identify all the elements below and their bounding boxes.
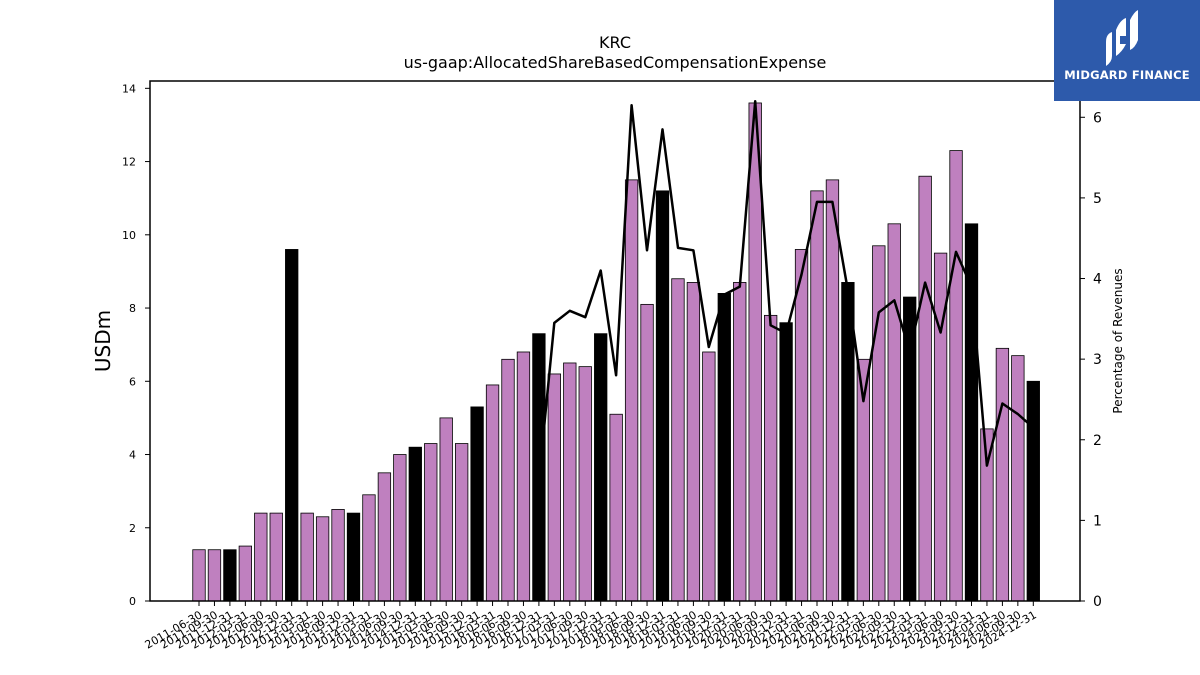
bar-2020-03-31	[733, 282, 747, 602]
bar-2020-09-30	[764, 314, 778, 602]
bar-2018-03-31	[609, 413, 623, 602]
percentage-line	[537, 99, 1035, 481]
bar-2015-09-30	[454, 443, 469, 602]
bar-2015-03-31	[424, 443, 438, 602]
bar-2014-09-30	[393, 454, 407, 602]
bar-2023-03-31	[918, 175, 932, 602]
bar-2012-09-30	[269, 512, 283, 602]
y-tick-label: 10	[122, 229, 136, 242]
bar-2012-12-31	[285, 249, 299, 602]
bar-2021-09-30	[825, 179, 840, 602]
bar-2012-03-31	[238, 545, 253, 602]
y-tick-label: 12	[122, 156, 136, 169]
bar-series	[192, 102, 1040, 602]
bar-2017-09-30	[578, 366, 592, 602]
bar-2017-12-31	[594, 333, 608, 602]
y-tick-label: 4	[129, 449, 136, 462]
bar-2019-12-31	[717, 292, 731, 602]
y2-tick-label: 5	[1093, 191, 1102, 207]
midgard-finance-logo: MIDGARD FINANCE	[1054, 0, 1200, 101]
bar-2024-09-30	[1011, 355, 1025, 602]
bar-2012-06-30	[254, 512, 268, 602]
y-tick-label: 2	[129, 522, 136, 535]
bar-2011-09-30	[207, 549, 222, 602]
bar-2017-06-30	[563, 362, 577, 602]
percentage-line-series	[537, 99, 1035, 481]
bar-2014-03-31	[362, 494, 376, 602]
bar-2015-12-31	[470, 406, 484, 602]
chart-subtitle: us-gaap:AllocatedShareBasedCompensationE…	[404, 53, 827, 72]
bar-2016-09-30	[516, 351, 531, 602]
bar-2023-09-30	[949, 150, 963, 602]
y2-tick-label: 2	[1093, 433, 1102, 449]
bar-2019-03-31	[671, 278, 685, 602]
midgard-logo-icon	[1106, 10, 1138, 66]
bar-2018-06-30	[624, 179, 639, 602]
bar-2018-09-30	[640, 303, 654, 602]
bar-2018-12-31	[655, 190, 670, 602]
bar-2013-12-31	[346, 512, 361, 602]
bar-2013-06-30	[315, 516, 330, 602]
bar-2013-03-31	[300, 512, 314, 602]
left-y-axis: 0 2 4 6 8 10 12 14	[122, 82, 150, 608]
bar-2021-03-31	[794, 249, 809, 602]
y2-axis-label: Percentage of Revenues	[1111, 268, 1125, 413]
y-tick-label: 14	[122, 82, 136, 95]
y2-tick-label: 6	[1093, 110, 1102, 126]
y-tick-label: 8	[129, 302, 136, 315]
logo-text: MIDGARD FINANCE	[1064, 68, 1190, 82]
plot-frame	[149, 80, 1081, 602]
bar-2024-06-30	[995, 347, 1010, 602]
bar-2014-06-30	[377, 472, 392, 602]
bar-2016-03-31	[485, 384, 500, 602]
bar-2022-09-30	[887, 223, 901, 602]
bar-2023-12-31	[964, 223, 979, 602]
bar-2020-12-31	[779, 322, 793, 602]
bar-2016-06-30	[501, 358, 515, 602]
right-y-axis: 0 1 2 3 4 5 6	[1080, 110, 1102, 610]
bar-2021-06-30	[810, 190, 824, 602]
bar-2024-12-31	[1026, 380, 1040, 602]
x-axis: 2011-06-302011-09-302011-12-312012-03-31…	[143, 601, 1039, 652]
y-tick-label: 0	[129, 595, 136, 608]
bar-2011-12-31	[223, 549, 237, 602]
bar-2019-06-30	[686, 282, 701, 602]
y2-tick-label: 4	[1093, 272, 1102, 288]
bar-2019-09-30	[702, 351, 716, 602]
bar-2013-09-30	[331, 509, 345, 602]
y2-tick-label: 1	[1093, 513, 1102, 529]
bar-2014-12-31	[408, 446, 422, 602]
bar-2022-06-30	[872, 245, 886, 602]
bar-2022-12-31	[903, 296, 917, 602]
chart-title: KRC	[599, 33, 631, 52]
y-tick-label: 6	[129, 375, 136, 388]
bar-2017-03-31	[547, 373, 561, 602]
bar-2011-06-30	[192, 549, 206, 602]
y2-tick-label: 3	[1093, 352, 1102, 368]
y-axis-label: USDm	[91, 310, 115, 372]
y2-tick-label: 0	[1093, 594, 1102, 610]
bar-2015-06-30	[439, 417, 453, 602]
